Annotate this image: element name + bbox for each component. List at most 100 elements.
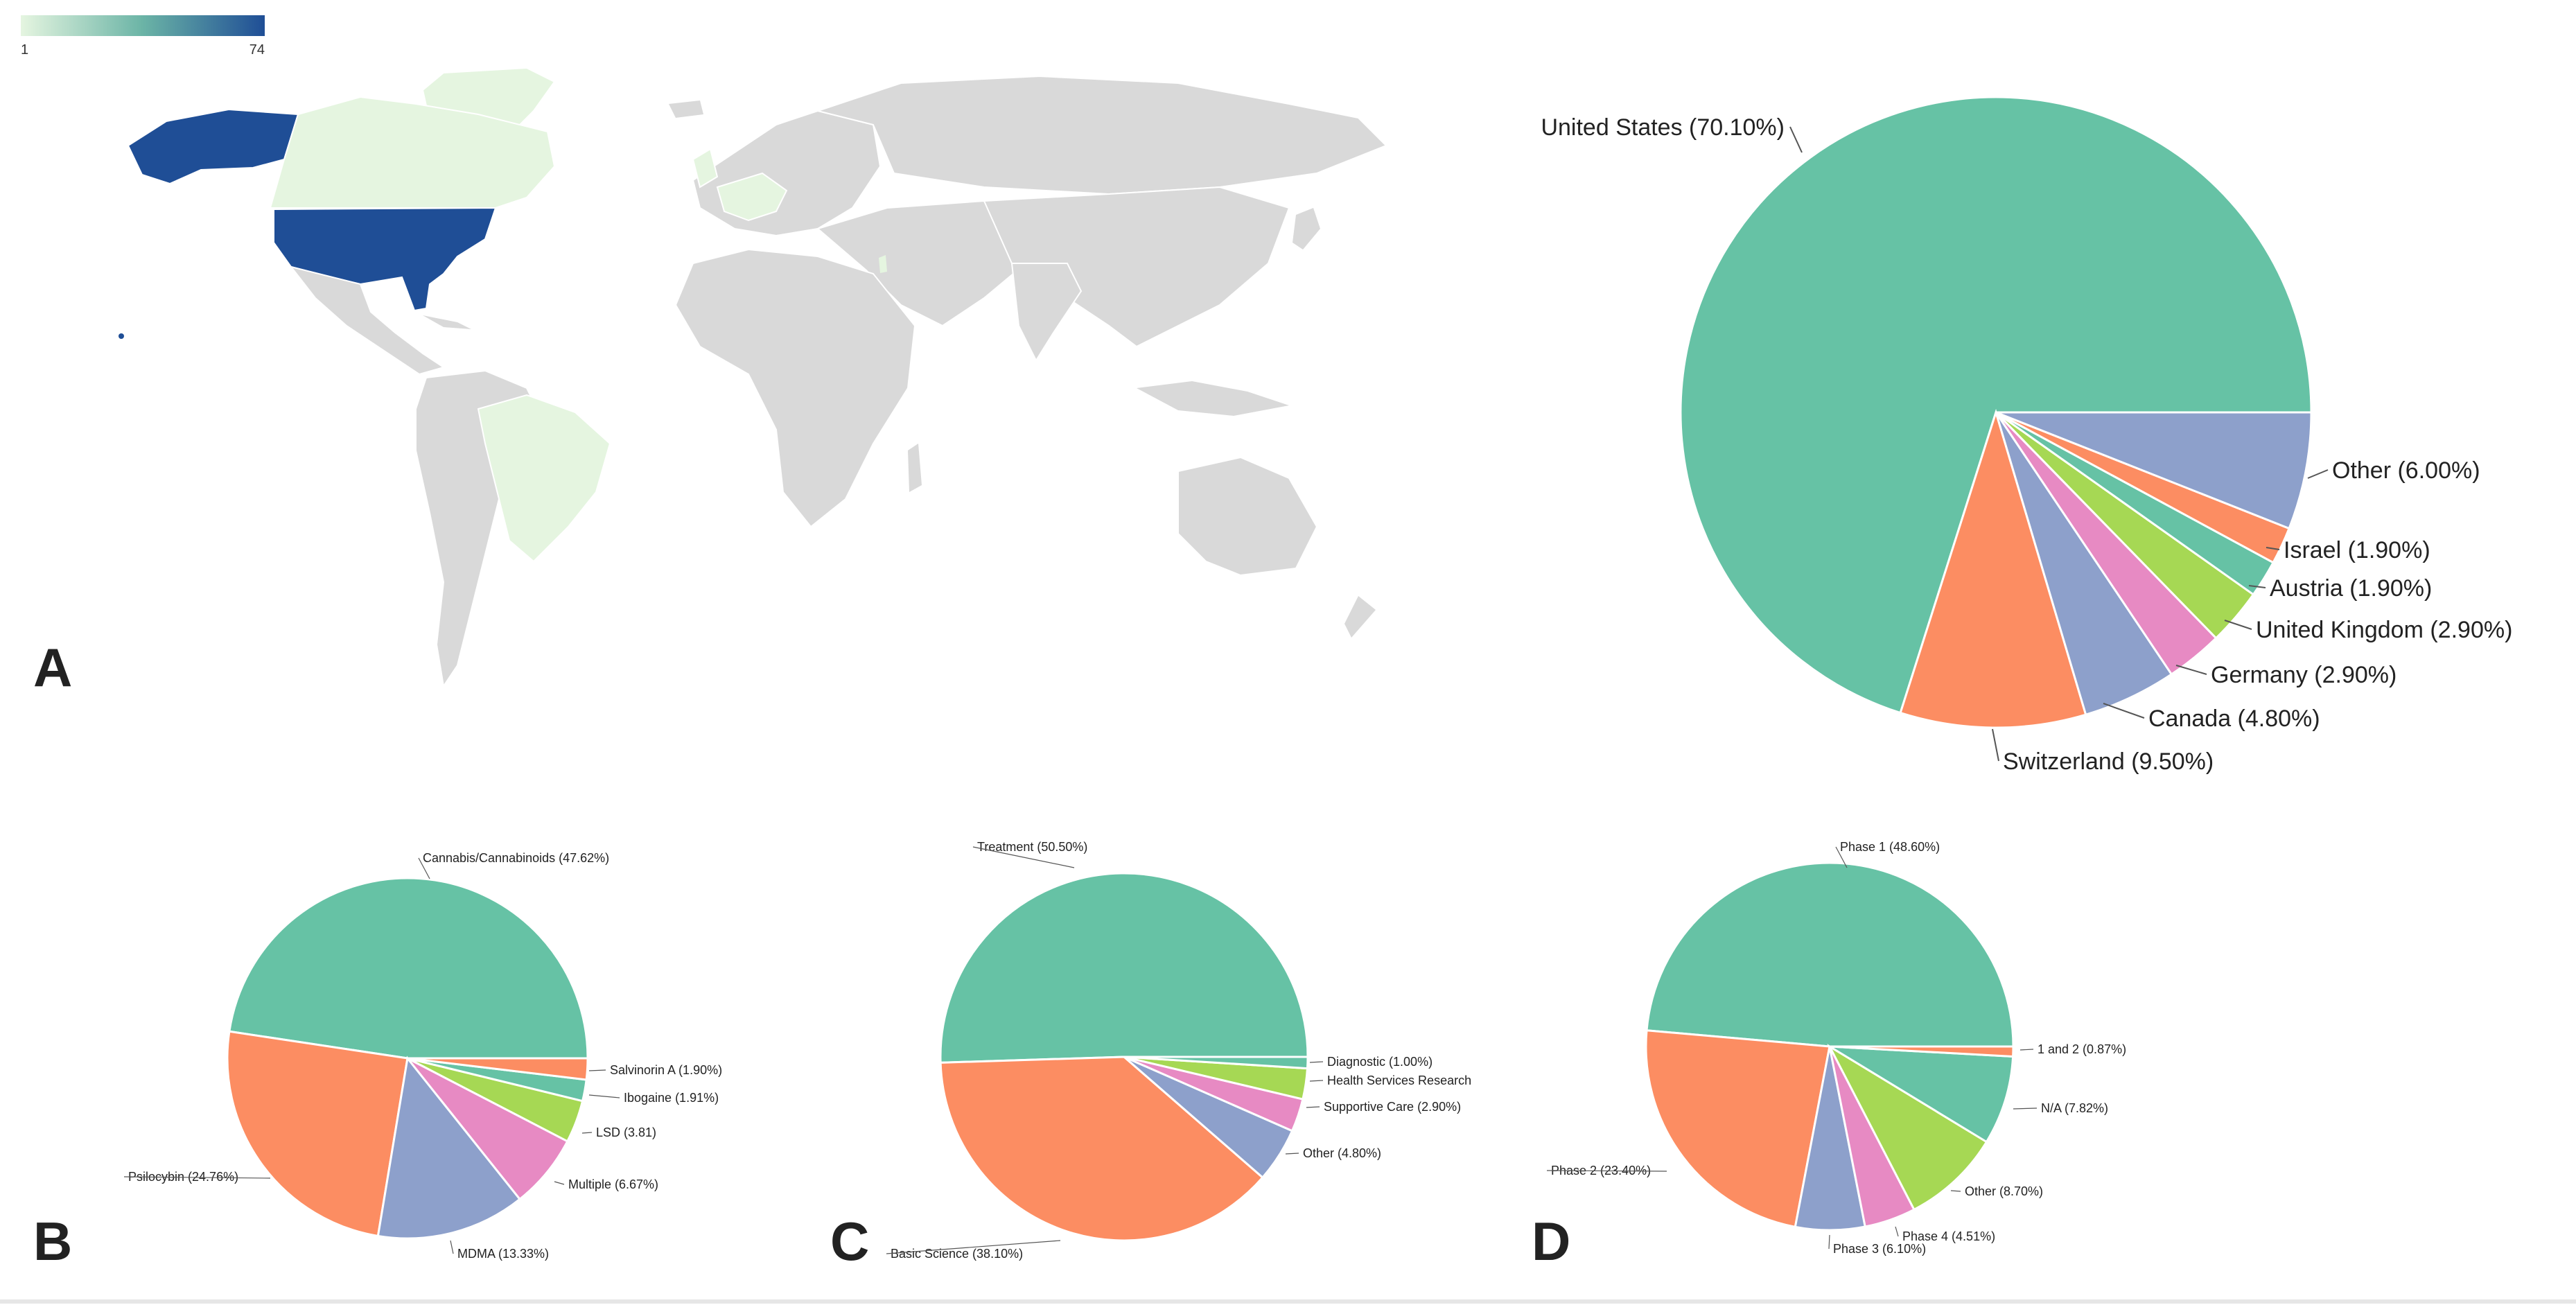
pie-label-b-cannabis-cannabinoids-47-62: Cannabis/Cannabinoids (47.62%) [423,851,609,865]
pie-label-b-psilocybin-24-76: Psilocybin (24.76%) [128,1170,238,1184]
pie-leader-line-c-1 [886,1240,1061,1254]
pie-slice-c-diagnostic-1-00 [1123,1055,1309,1070]
pie-label-d-n-a-7-82: N/A (7.82%) [2041,1101,2108,1115]
pie-slice-b-multiple-6-67 [406,1057,569,1201]
pie-label-a-switzerland-9-50: Switzerland (9.50%) [2003,748,2214,775]
pie-leader-line-a-7 [2307,469,2329,479]
pie-leader-line-d-0 [1835,846,1848,868]
pie-leader-line-a-2 [2103,703,2145,719]
pie-label-a-united-kingdom-2-90: United Kingdom (2.90%) [2256,617,2512,643]
map-israel [879,255,887,273]
pie-label-c-supportive-care-2-90: Supportive Care (2.90%) [1324,1100,1461,1114]
pie-label-a-israel-1-90: Israel (1.90%) [2284,537,2430,563]
pie-chart-phase: Phase 1 (48.60%)Phase 2 (23.40%)Phase 3 … [1546,840,2126,1256]
pie-slice-b-salvinorin-a-1-90 [407,1057,589,1081]
pie-leader-line-a-4 [2224,620,2252,630]
pie-leader-line-b-0 [418,857,430,879]
map-africa [674,248,916,528]
pie-label-b-lsd-3-81: LSD (3.81) [596,1125,656,1139]
pie-slice-a-switzerland-9-50 [1899,408,2087,729]
pie-label-b-salvinorin-a-1-90: Salvinorin A (1.90%) [610,1063,722,1077]
pie-label-a-canada-4-80: Canada (4.80%) [2148,706,2320,732]
pie-leader-line-c-0 [972,846,1075,868]
map-alaska [127,108,299,185]
pie-slice-b-mdma-13-33 [376,1055,522,1240]
map-europe [692,110,882,237]
pie-label-d-phase-3-6-10: Phase 3 (6.10%) [1833,1242,1926,1256]
pie-chart-countries: United States (70.10%) Switzerland (9.50%… [1541,96,2512,775]
pie-label-c-other-4-80: Other (4.80%) [1303,1146,1381,1160]
pie-label-d-phase-4-4-51: Phase 4 (4.51%) [1902,1229,1995,1243]
map-colorbar: 1 74 [21,15,265,58]
pie-slice-c-treatment-50-50 [939,872,1309,1064]
pie-label-d-1-and-2-0-87: 1 and 2 (0.87%) [2038,1042,2126,1056]
pie-leader-line-b-5 [588,1094,620,1098]
panel-label-b: B [33,1211,72,1272]
panel-label-a: A [33,637,72,698]
pie-label-b-multiple-6-67: Multiple (6.67%) [568,1177,658,1191]
pie-label-c-basic-science-38-10: Basic Science (38.10%) [891,1247,1023,1261]
pie-leader-line-d-5 [2013,1107,2038,1110]
pie-leader-line-a-5 [2248,585,2266,588]
colorbar-min-label: 1 [21,42,28,58]
pie-leader-line-a-0 [1789,126,1803,153]
pie-leader-line-c-4 [1309,1080,1324,1082]
map-brazil [477,394,611,563]
pie-slice-b-cannabis-cannabinoids-47-62 [228,877,589,1060]
map-canada [269,96,556,209]
pie-label-a-germany-2-90: Germany (2.90%) [2211,662,2397,688]
map-japan [1293,208,1320,249]
pie-leader-line-d-2 [1828,1234,1830,1250]
colorbar-gradient [21,15,265,36]
map-hawaii [119,333,124,339]
pie-label-c-treatment-50-50: Treatment (50.50%) [977,840,1087,854]
panel-label-c: C [830,1211,869,1272]
pie-label-c-health-services-research: Health Services Research [1327,1074,1471,1087]
panel-label-d: D [1532,1211,1570,1272]
map-central-america [289,265,446,376]
pie-slice-d-phase-1-48-60 [1645,861,2015,1048]
map-iceland [669,100,703,118]
pie-label-a-austria-1-90: Austria (1.90%) [2270,575,2432,602]
pie-leader-line-a-1 [1992,728,1999,762]
pie-slice-b-psilocybin-24-76 [226,1030,409,1238]
pie-chart-substances: Cannabis/Cannabinoids (47.62%) Psilocybin… [123,851,722,1261]
pie-slice-a-united-states-70-10 [1679,96,2313,715]
pie-leader-line-b-1 [123,1176,271,1179]
map-india [1010,263,1083,362]
pie-leader-line-b-6 [588,1069,606,1071]
map-usa [273,207,497,312]
pie-label-b-mdma-13-33: MDMA (13.33%) [457,1247,549,1261]
map-uk [692,148,719,189]
pie-label-d-other-8-70: Other (8.70%) [1965,1184,2043,1198]
pie-slice-a-other-6-00 [1995,411,2313,530]
pie-leader-line-a-3 [2175,665,2207,675]
map-caribbean [423,315,471,329]
pie-slice-d-other-8-70 [1827,1043,1988,1211]
pie-label-a-united-states-70-10: United States (70.10%) [1541,114,1785,141]
pie-label-c-diagnostic-1-00: Diagnostic (1.00%) [1327,1055,1432,1069]
map-indonesia [1137,381,1289,416]
map-north-asia [815,75,1387,195]
world-map [119,67,1387,688]
map-new-zealand [1344,596,1376,638]
map-madagascar [908,444,922,492]
pie-leader-line-d-6 [2019,1049,2034,1051]
pie-leader-line-b-3 [554,1181,565,1185]
pie-label-b-ibogaine-1-91: Ibogaine (1.91%) [624,1091,719,1105]
pie-leader-line-c-2 [1285,1153,1299,1155]
colorbar-max-label: 74 [249,42,265,58]
pie-label-a-other-6-00: Other (6.00%) [2332,457,2480,484]
pie-label-d-phase-1-48-60: Phase 1 (48.60%) [1840,840,1940,854]
pie-leader-line-b-4 [581,1132,593,1134]
pie-slice-c-basic-science-38-10 [939,1055,1264,1242]
pie-chart-purpose: Treatment (50.50%) Basic Science (38.10%)… [886,840,1471,1261]
pie-leader-line-a-6 [2266,547,2280,550]
pie-leader-line-b-2 [450,1240,454,1254]
map-australia [1177,456,1318,577]
pie-slice-d-phase-2-23-40 [1645,1029,1831,1229]
map-western-europe [716,172,788,222]
pie-slice-d-1-and-2-0-87 [1829,1045,2015,1058]
pie-leader-line-d-3 [1895,1226,1899,1237]
